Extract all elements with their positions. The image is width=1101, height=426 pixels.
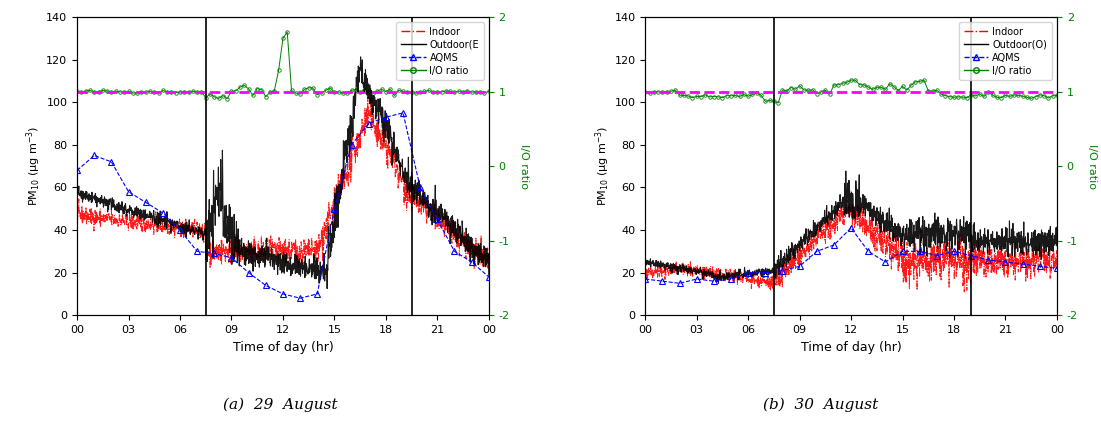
Y-axis label: PM$_{10}$ (μg m$^{-3}$): PM$_{10}$ (μg m$^{-3}$) xyxy=(593,126,612,206)
Legend: Indoor, Outdoor(O), AQMS, I/O ratio: Indoor, Outdoor(O), AQMS, I/O ratio xyxy=(959,22,1053,81)
X-axis label: Time of day (hr): Time of day (hr) xyxy=(232,340,334,354)
Y-axis label: I/O ratio: I/O ratio xyxy=(1088,144,1098,189)
Legend: Indoor, Outdoor(E, AQMS, I/O ratio: Indoor, Outdoor(E, AQMS, I/O ratio xyxy=(396,22,484,81)
Y-axis label: PM$_{10}$ (μg m$^{-3}$): PM$_{10}$ (μg m$^{-3}$) xyxy=(25,126,43,206)
X-axis label: Time of day (hr): Time of day (hr) xyxy=(800,340,902,354)
Text: (b)  30  August: (b) 30 August xyxy=(763,397,877,412)
Text: (a)  29  August: (a) 29 August xyxy=(224,397,338,412)
Y-axis label: I/O ratio: I/O ratio xyxy=(519,144,530,189)
